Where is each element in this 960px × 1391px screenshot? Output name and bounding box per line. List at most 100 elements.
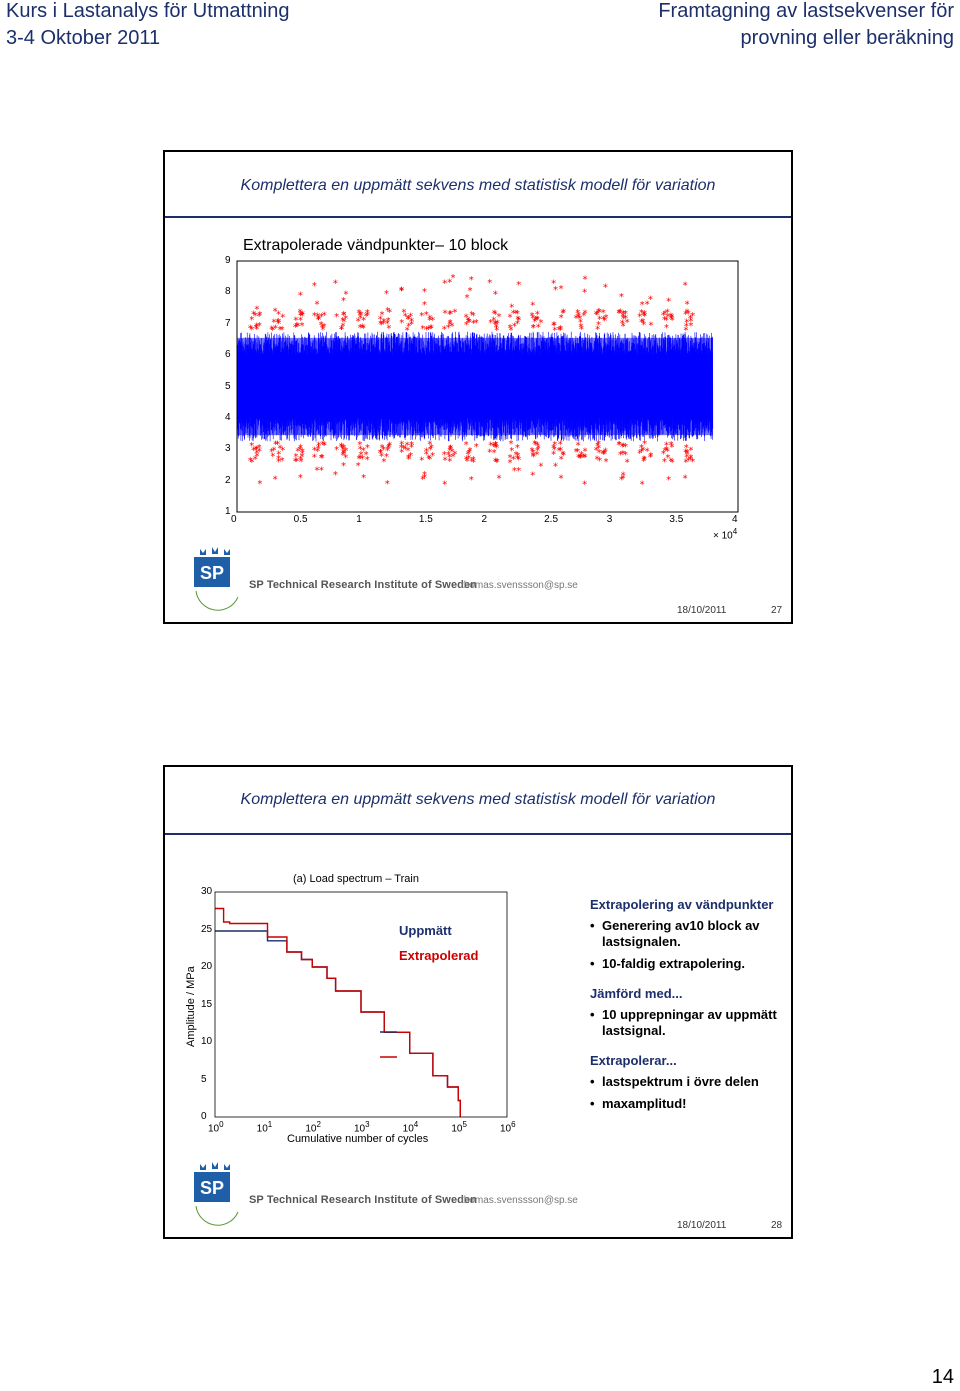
marker: * bbox=[426, 324, 431, 335]
marker: * bbox=[579, 450, 584, 461]
marker: * bbox=[495, 318, 500, 329]
marker: * bbox=[405, 325, 410, 336]
marker: * bbox=[637, 312, 642, 323]
marker: * bbox=[552, 445, 557, 456]
bullet-panel: Extrapolering av vändpunkter Generering a… bbox=[590, 897, 790, 1118]
marker: * bbox=[253, 323, 258, 334]
marker: * bbox=[492, 448, 497, 459]
marker: * bbox=[447, 319, 452, 330]
marker: * bbox=[384, 289, 389, 300]
signal-band bbox=[237, 337, 713, 436]
marker: * bbox=[515, 454, 520, 465]
legend-extrapolated: Extrapolerad bbox=[399, 948, 479, 963]
marker: * bbox=[560, 449, 565, 460]
marker: * bbox=[596, 439, 601, 450]
marker: * bbox=[249, 325, 254, 336]
marker: * bbox=[558, 324, 563, 335]
marker: * bbox=[320, 325, 325, 336]
marker: * bbox=[601, 448, 606, 459]
legend-measured: Uppmätt bbox=[399, 923, 452, 938]
marker: * bbox=[620, 318, 625, 329]
marker: * bbox=[386, 444, 391, 455]
marker: * bbox=[386, 316, 391, 327]
marker: * bbox=[491, 315, 496, 326]
plot-frame bbox=[214, 891, 508, 1118]
marker: * bbox=[641, 456, 646, 467]
marker: * bbox=[249, 458, 254, 469]
marker: * bbox=[507, 313, 512, 324]
marker: * bbox=[495, 457, 500, 468]
marker: * bbox=[509, 446, 514, 457]
marker: * bbox=[257, 443, 262, 454]
marker: * bbox=[409, 443, 414, 454]
marker: * bbox=[474, 442, 479, 453]
marker: * bbox=[427, 455, 432, 466]
marker: * bbox=[406, 455, 411, 466]
marker: * bbox=[295, 446, 300, 457]
marker: * bbox=[429, 324, 434, 335]
marker: * bbox=[683, 326, 688, 337]
marker: * bbox=[424, 446, 429, 457]
marker: * bbox=[406, 321, 411, 332]
marker: * bbox=[381, 445, 386, 456]
marker: * bbox=[493, 289, 498, 300]
marker: * bbox=[516, 316, 521, 327]
marker: * bbox=[516, 280, 521, 291]
marker: * bbox=[620, 449, 625, 460]
marker: * bbox=[578, 322, 583, 333]
marker: * bbox=[320, 323, 325, 334]
marker: * bbox=[469, 456, 474, 467]
marker: * bbox=[319, 312, 324, 323]
marker: * bbox=[381, 457, 386, 468]
marker: * bbox=[422, 287, 427, 298]
x-axis-label: Cumulative number of cycles bbox=[287, 1133, 429, 1145]
marker: * bbox=[576, 310, 581, 321]
marker: * bbox=[424, 325, 429, 336]
marker: * bbox=[379, 320, 384, 331]
marker: * bbox=[422, 470, 427, 481]
marker: * bbox=[361, 323, 366, 334]
marker: * bbox=[299, 457, 304, 468]
marker: * bbox=[422, 473, 427, 484]
marker: * bbox=[648, 295, 653, 306]
marker: * bbox=[511, 455, 516, 466]
marker: * bbox=[464, 293, 469, 304]
marker: * bbox=[577, 314, 582, 325]
marker: * bbox=[552, 326, 557, 337]
marker: * bbox=[662, 309, 667, 320]
marker: * bbox=[312, 281, 317, 292]
marker: * bbox=[623, 450, 628, 461]
marker: * bbox=[642, 311, 647, 322]
marker: * bbox=[533, 315, 538, 326]
marker: * bbox=[452, 307, 457, 318]
marker: * bbox=[364, 450, 369, 461]
marker: * bbox=[378, 319, 383, 330]
marker: * bbox=[466, 449, 471, 460]
marker: * bbox=[620, 312, 625, 323]
marker: * bbox=[683, 448, 688, 459]
marker: * bbox=[430, 315, 435, 326]
marker: * bbox=[471, 455, 476, 466]
marker: * bbox=[467, 286, 472, 297]
bullet-item: lastspektrum i övre delen bbox=[590, 1074, 790, 1090]
marker: * bbox=[464, 440, 469, 451]
marker: * bbox=[575, 447, 580, 458]
logo-text: SP bbox=[200, 563, 224, 583]
marker: * bbox=[669, 440, 674, 451]
title-divider bbox=[165, 216, 791, 218]
marker: * bbox=[358, 450, 363, 461]
marker: * bbox=[334, 445, 339, 456]
x-tick-label: 103 bbox=[354, 1120, 370, 1135]
marker: * bbox=[341, 296, 346, 307]
marker: * bbox=[604, 313, 609, 324]
marker: * bbox=[361, 473, 366, 484]
marker: * bbox=[551, 450, 556, 461]
marker: * bbox=[316, 440, 321, 451]
marker: * bbox=[257, 321, 262, 332]
bullet-heading: Extrapolering av vändpunkter bbox=[590, 897, 774, 912]
marker: * bbox=[688, 453, 693, 464]
marker: * bbox=[491, 442, 496, 453]
topic-title-line2: provning eller beräkning bbox=[740, 27, 954, 49]
marker: * bbox=[515, 319, 520, 330]
marker: * bbox=[298, 443, 303, 454]
